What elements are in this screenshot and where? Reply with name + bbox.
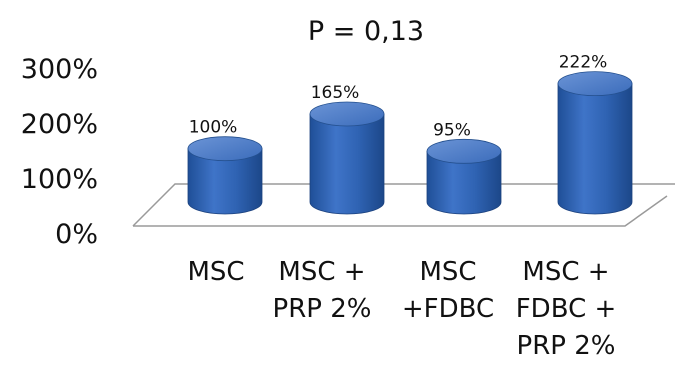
y-tick-label: 300% — [21, 54, 98, 85]
chart-floor — [132, 183, 675, 227]
category-label-line: MSC + — [278, 257, 365, 287]
value-label: 95% — [433, 120, 471, 140]
category-label-line: MSC — [187, 257, 244, 287]
bar-body — [187, 148, 263, 215]
bar-top — [426, 138, 502, 164]
category-label-line: PRP 2% — [517, 331, 616, 361]
bar-top — [309, 101, 385, 127]
bar-top — [187, 136, 263, 162]
y-axis-ticks: 0% 100% 200% 300% — [21, 54, 98, 250]
y-tick-label: 0% — [55, 219, 98, 250]
category-label-line: FDBC + — [516, 294, 617, 324]
value-label: 100% — [189, 118, 238, 138]
chart-title: P = 0,13 — [308, 16, 424, 47]
bar-body — [557, 83, 633, 215]
y-tick-label: 100% — [21, 164, 98, 195]
category-label-line: MSC + — [522, 257, 609, 287]
floor-front-edge — [133, 195, 668, 227]
bar-body — [309, 113, 385, 215]
bar — [187, 136, 263, 215]
category-label-line: PRP 2% — [273, 294, 372, 324]
category-label: MSC +FDBC — [402, 257, 494, 324]
bars — [187, 71, 633, 215]
value-labels: 100% 165% 95% 222% — [189, 53, 608, 141]
bar — [557, 71, 633, 215]
category-label-line: MSC — [419, 257, 476, 287]
value-label: 222% — [559, 53, 608, 73]
category-label: MSC — [187, 257, 244, 287]
category-labels: MSC MSC + PRP 2% MSC +FDBC MSC + FDBC + PRP 2% — [187, 257, 616, 361]
bar-top — [557, 71, 633, 96]
bar — [309, 101, 385, 215]
bar-body — [426, 150, 502, 215]
value-label: 165% — [311, 83, 360, 103]
category-label: MSC + FDBC + PRP 2% — [516, 257, 617, 361]
y-tick-label: 200% — [21, 109, 98, 140]
category-label-line: +FDBC — [402, 294, 494, 324]
bar — [426, 138, 502, 215]
category-label: MSC + PRP 2% — [273, 257, 372, 324]
floor-back-edge — [132, 183, 675, 227]
